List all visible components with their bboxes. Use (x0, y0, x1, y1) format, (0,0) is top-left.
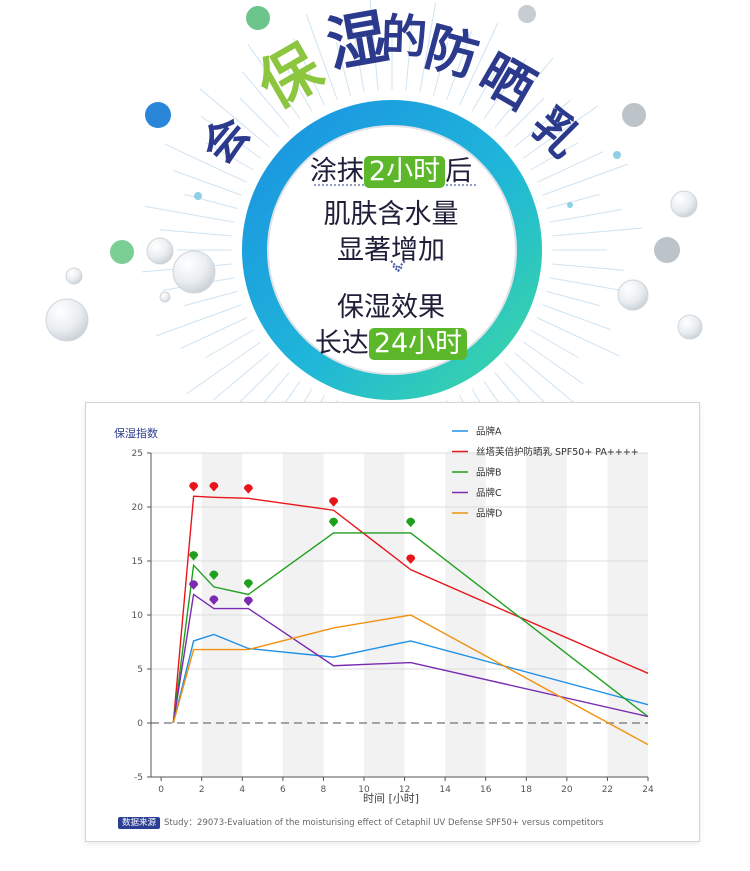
legend-label: 丝塔芙倍护防晒乳 SPF50+ PA++++ (476, 446, 639, 458)
circle-line-5-pre: 长达 (314, 328, 369, 359)
significance-markers (189, 481, 416, 606)
legend-label: 品牌D (476, 508, 502, 520)
significance-marker (329, 517, 339, 528)
water-drop (617, 279, 649, 311)
water-drop (146, 237, 174, 265)
significance-marker (243, 579, 253, 589)
significance-marker (329, 497, 339, 507)
water-drop (45, 298, 89, 342)
circle-line-1: 涂抹 2小时后 (16, 149, 750, 188)
deco-dot (654, 237, 680, 263)
y-tick-label: 10 (132, 611, 144, 621)
y-tick-label: -5 (134, 773, 143, 783)
headline-char: 的 (380, 9, 428, 65)
x-tick-label: 6 (280, 785, 286, 795)
down-chevron-icon (390, 260, 406, 273)
circle-line-3: 显著增加 (337, 235, 445, 266)
ray (155, 304, 242, 337)
source-tag: 数据来源 (118, 817, 161, 829)
series-line-1 (172, 495, 649, 724)
water-drop (159, 291, 171, 303)
y-tick-label: 20 (132, 503, 144, 513)
deco-dot (110, 240, 134, 264)
significance-marker (406, 554, 416, 564)
series-line-0 (172, 633, 649, 724)
y-tick-label: 0 (137, 719, 143, 729)
legend-label: 品牌C (476, 487, 502, 499)
headline-char: 湿 (322, 2, 393, 81)
significance-marker (209, 481, 219, 492)
ring-inner-disc (267, 125, 517, 375)
deco-dot (194, 192, 202, 200)
x-tick-label: 2 (199, 785, 205, 795)
x-tick-label: 20 (561, 785, 573, 795)
legend-label: 品牌A (476, 426, 502, 438)
series-line-2 (172, 532, 649, 724)
x-tick-label: 0 (158, 785, 164, 795)
highlight-2h: 2小时 (363, 156, 446, 188)
series-line-3 (172, 593, 649, 724)
significance-marker (209, 595, 219, 605)
x-tick-label: 22 (602, 785, 613, 795)
significance-marker (209, 570, 219, 581)
x-axis-label: 时间 [小时] (363, 792, 419, 805)
significance-marker (243, 484, 253, 494)
circle-line-1-pre: 涂抹 (309, 156, 364, 187)
y-axis-label: 保湿指数 (114, 426, 158, 440)
ray (551, 227, 643, 237)
circle-line-2: 肌肤含水量 (323, 199, 459, 230)
water-drop (172, 250, 216, 294)
circle-line-4: 保湿效果 (337, 292, 445, 323)
y-tick-label: 25 (132, 449, 143, 459)
deco-dot (518, 5, 536, 23)
water-drop (677, 314, 703, 340)
ray (536, 317, 620, 357)
significance-marker (189, 580, 199, 590)
chart-series (172, 495, 649, 746)
x-tick-label: 24 (642, 785, 654, 795)
significance-marker (189, 551, 199, 561)
ray (186, 341, 262, 395)
x-tick-label: 8 (321, 785, 327, 795)
ray (514, 352, 585, 412)
deco-dot (145, 102, 171, 128)
y-tick-label: 5 (137, 665, 143, 675)
highlight-24h: 24小时 (368, 328, 468, 360)
deco-dot (613, 151, 621, 159)
series-line-4 (172, 614, 649, 746)
significance-marker (406, 517, 416, 528)
circle-line-5: 长达 24小时 (16, 321, 750, 360)
deco-dot (622, 103, 646, 127)
deco-dot (246, 6, 270, 30)
x-tick-label: 12 (399, 785, 410, 795)
source-text: Study：29073-Evaluation of the moisturisi… (164, 818, 604, 828)
x-tick-label: 4 (239, 785, 245, 795)
x-tick-label: 18 (521, 785, 533, 795)
x-tick-label: 10 (358, 785, 370, 795)
deco-dot (567, 202, 573, 208)
legend-label: 品牌B (476, 467, 502, 479)
x-tick-label: 16 (480, 785, 492, 795)
data-source-note: 数据来源 Study：29073-Evaluation of the moistu… (118, 816, 604, 829)
water-drop (670, 190, 698, 218)
y-tick-label: 15 (132, 557, 143, 567)
circle-line-1-post: 后 (445, 156, 473, 187)
x-tick-label: 14 (439, 785, 451, 795)
significance-marker (189, 481, 199, 492)
chart-legend: 品牌A 丝塔芙倍护防晒乳 SPF50+ PA++++ 品牌B 品牌C 品牌D (452, 426, 639, 520)
water-drop (65, 267, 83, 285)
significance-marker (243, 596, 253, 606)
